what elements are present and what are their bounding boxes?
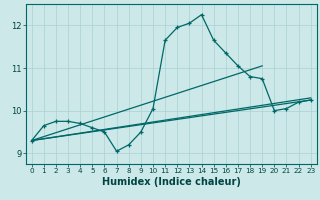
X-axis label: Humidex (Indice chaleur): Humidex (Indice chaleur) <box>102 177 241 187</box>
